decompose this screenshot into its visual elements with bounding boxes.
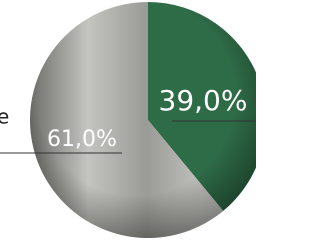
value-label: 39,0%: [159, 84, 248, 117]
chart: e 39,0% 61,0%: [0, 0, 256, 249]
annotation: e: [0, 105, 9, 129]
pie-shade: [30, 2, 256, 238]
value-label: 61,0%: [47, 127, 117, 152]
